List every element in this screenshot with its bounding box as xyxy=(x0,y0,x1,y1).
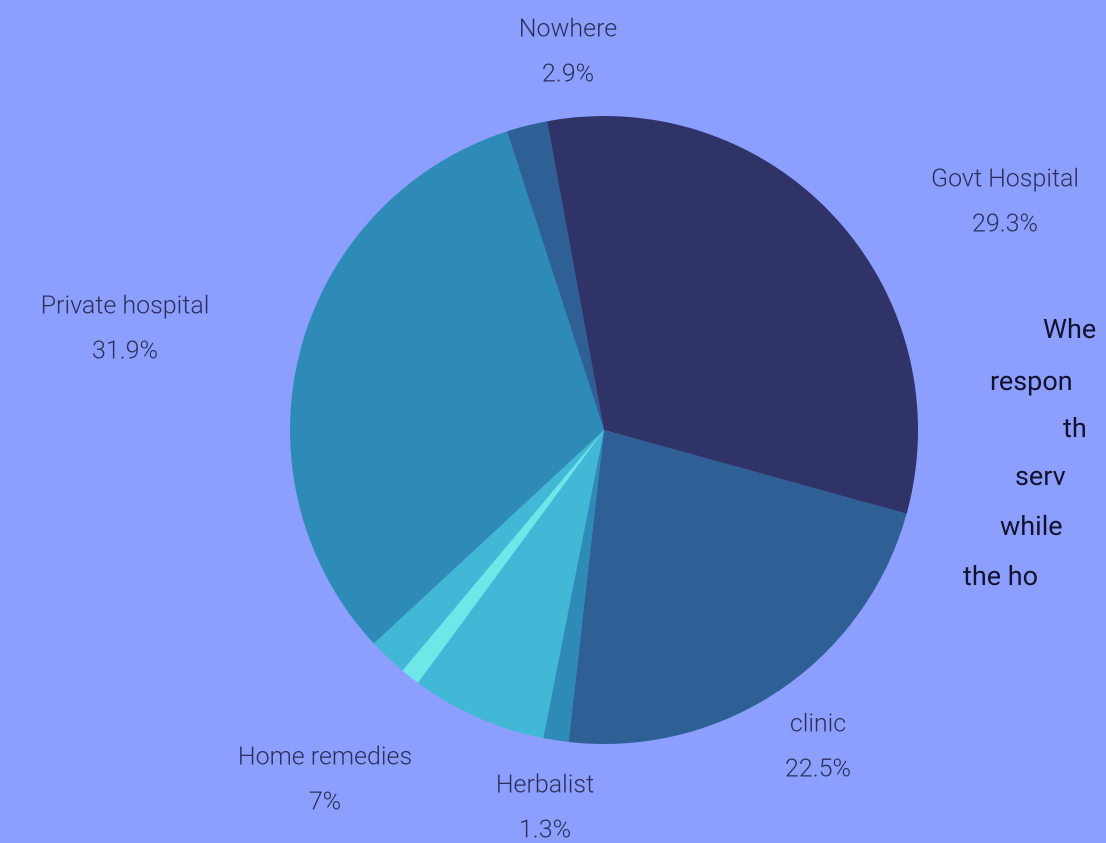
annotation-line: Whe xyxy=(1043,313,1096,345)
pie-slice xyxy=(373,430,604,671)
pie-slice xyxy=(506,121,604,430)
slice-value-label: 31.9% xyxy=(92,337,158,366)
slice-value-label: 29.3% xyxy=(972,210,1038,239)
slice-value-label: 2.9% xyxy=(542,60,594,89)
slice-value-label: 1.3% xyxy=(519,816,571,843)
pie-slice xyxy=(604,116,919,514)
pie-slice xyxy=(402,430,604,683)
pie-slice xyxy=(543,430,604,742)
slice-value-label: 22.5% xyxy=(785,755,851,784)
slice-label: Home remedies xyxy=(238,743,412,772)
slice-label: Govt Hospital xyxy=(931,165,1079,194)
pie-slice xyxy=(568,430,907,744)
annotation-line: the ho xyxy=(963,560,1038,592)
pie-slice xyxy=(417,430,604,739)
pie-slice xyxy=(547,116,604,430)
slice-label: Private hospital xyxy=(41,292,210,321)
slice-label: Herbalist xyxy=(496,771,594,800)
annotation-line: while xyxy=(1000,510,1063,542)
annotation-line: th xyxy=(1063,412,1087,444)
annotation-line: respon xyxy=(990,365,1073,397)
slice-value-label: 7% xyxy=(309,788,341,817)
annotation-line: serv xyxy=(1015,460,1066,492)
slice-label: Nowhere xyxy=(519,15,617,44)
pie-slice xyxy=(289,131,604,644)
slice-label: clinic xyxy=(790,710,846,739)
